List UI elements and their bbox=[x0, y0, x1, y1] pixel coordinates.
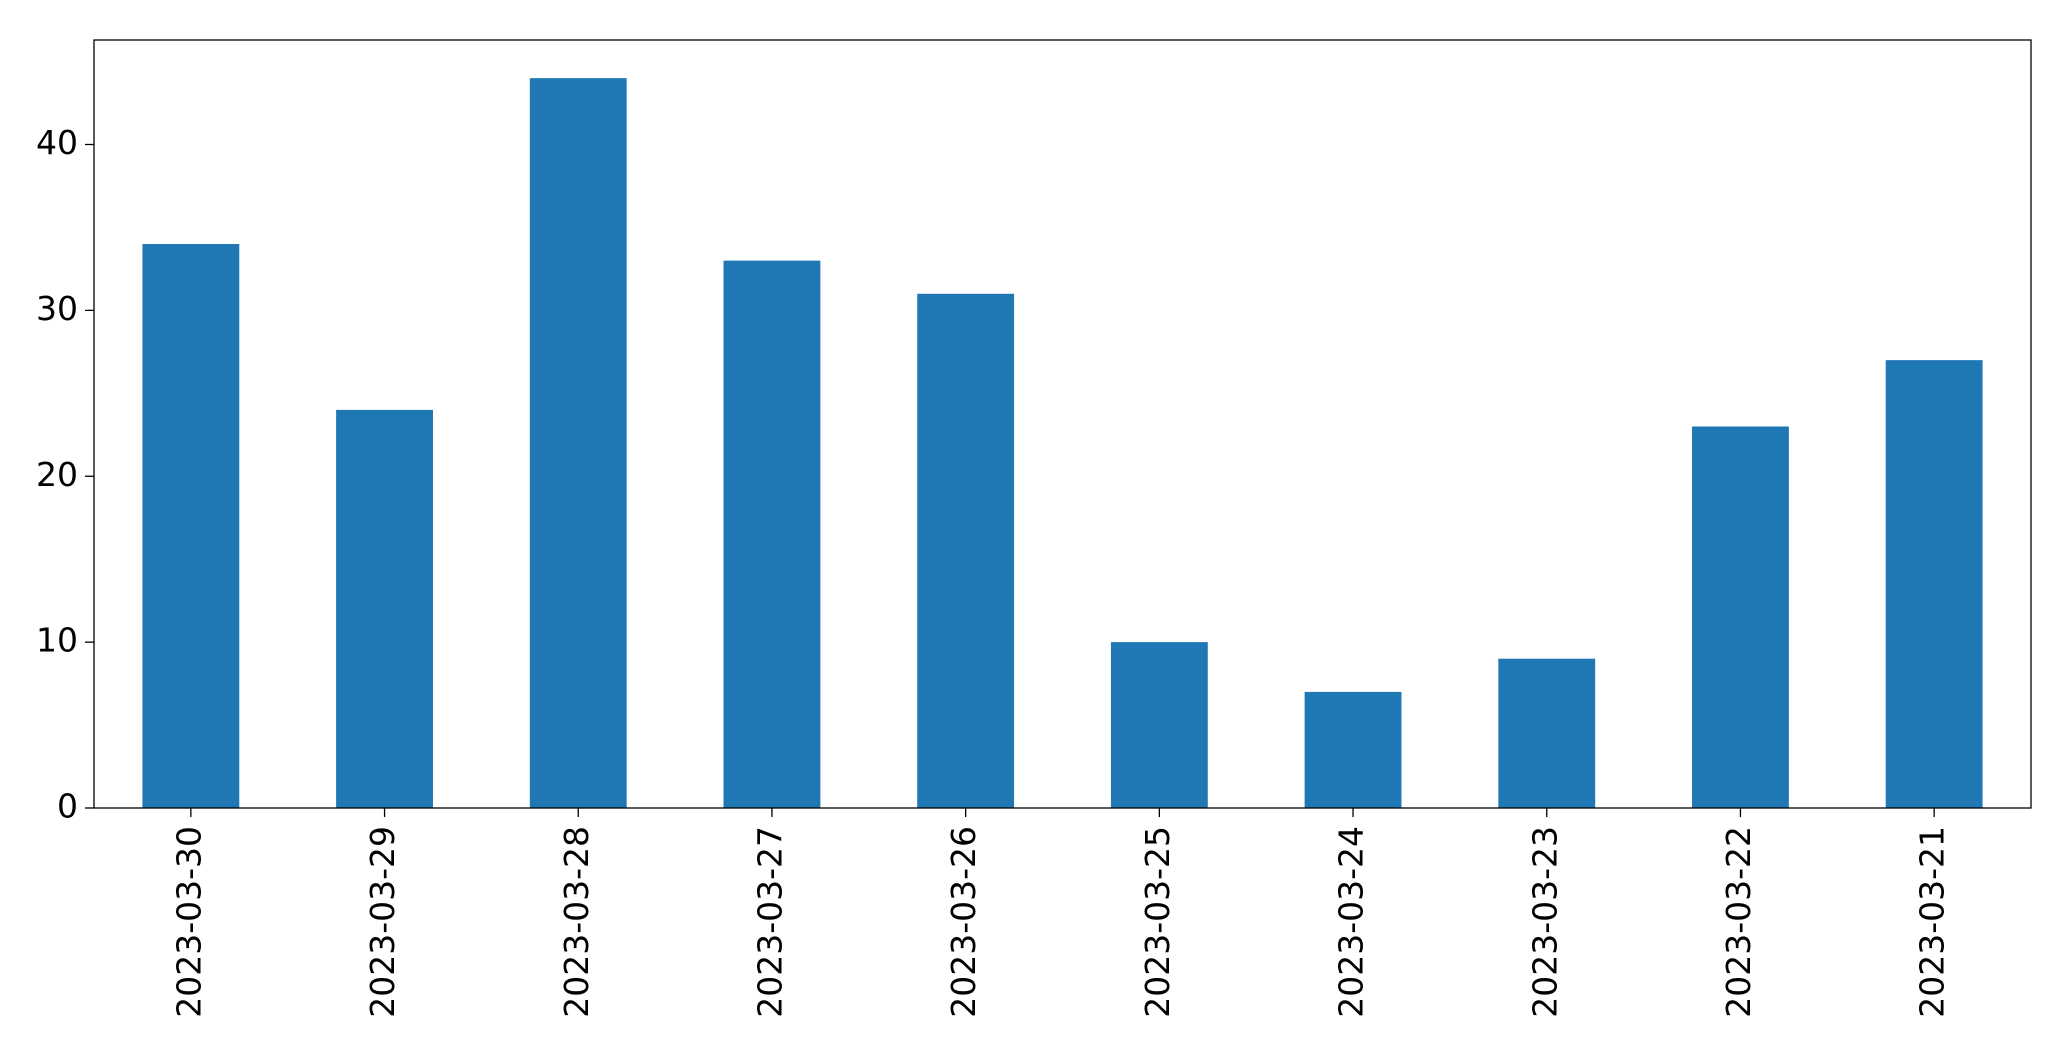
x-tick-label: 2023-03-21 bbox=[1913, 826, 1952, 1018]
y-tick-label: 0 bbox=[57, 787, 78, 826]
y-tick-label: 20 bbox=[36, 455, 78, 494]
bar bbox=[1885, 360, 1983, 808]
y-tick-label: 10 bbox=[36, 621, 78, 660]
bar bbox=[1110, 642, 1208, 808]
bar bbox=[917, 293, 1015, 808]
x-tick-label: 2023-03-24 bbox=[1332, 826, 1371, 1018]
bar bbox=[1692, 426, 1789, 808]
y-tick-label: 40 bbox=[36, 123, 78, 162]
x-tick-label: 2023-03-26 bbox=[944, 826, 983, 1018]
x-tick-label: 2023-03-22 bbox=[1719, 826, 1758, 1018]
bar bbox=[529, 78, 627, 809]
y-tick-label: 30 bbox=[36, 289, 78, 328]
bar bbox=[1498, 658, 1596, 808]
x-tick-label: 2023-03-27 bbox=[750, 826, 789, 1018]
bar bbox=[336, 409, 433, 808]
x-tick-label: 2023-03-30 bbox=[169, 826, 208, 1018]
x-tick-label: 2023-03-23 bbox=[1525, 826, 1564, 1018]
bar bbox=[142, 244, 240, 808]
x-tick-label: 2023-03-25 bbox=[1138, 826, 1177, 1018]
plot-frame bbox=[93, 39, 2032, 809]
bar bbox=[1304, 691, 1402, 808]
bar bbox=[723, 260, 821, 808]
x-tick-label: 2023-03-29 bbox=[363, 826, 402, 1018]
x-tick-label: 2023-03-28 bbox=[557, 826, 596, 1018]
